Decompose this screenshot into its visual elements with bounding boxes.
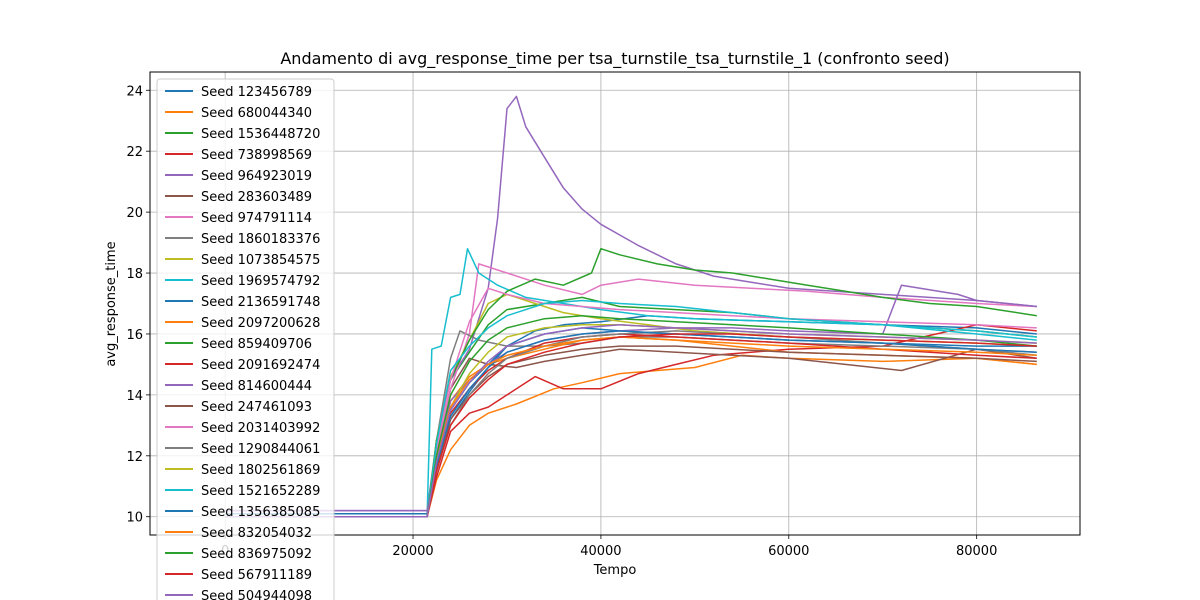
x-tick-label: 40000 xyxy=(580,544,621,559)
legend-entry-label: Seed 832054032 xyxy=(201,526,312,541)
series-line-24 xyxy=(225,324,1037,518)
x-tick-label: 20000 xyxy=(392,544,433,559)
axis-ticks: 0200004000060000800001012141618202224 xyxy=(126,84,997,559)
legend-entry-label: Seed 974791114 xyxy=(201,211,312,226)
y-tick-label: 14 xyxy=(126,389,143,404)
legend-entry-label: Seed 2097200628 xyxy=(201,316,320,331)
x-axis-label: Tempo xyxy=(593,563,637,578)
y-tick-label: 10 xyxy=(126,511,143,526)
legend-entry-label: Seed 1969574792 xyxy=(201,274,320,289)
legend-entry-label: Seed 283603489 xyxy=(201,190,312,205)
legend-entry-label: Seed 1073854575 xyxy=(201,253,320,268)
y-tick-label: 12 xyxy=(126,450,143,465)
plot-area-frame xyxy=(149,71,1081,536)
legend-entry-label: Seed 738998569 xyxy=(201,148,312,163)
y-tick-label: 16 xyxy=(126,328,143,343)
y-tick-label: 20 xyxy=(126,206,143,221)
series-line-16 xyxy=(225,287,1037,518)
y-tick-label: 22 xyxy=(126,145,143,160)
series-line-3 xyxy=(225,324,1037,518)
series-line-6 xyxy=(225,263,1037,518)
legend-entry-label: Seed 1290844061 xyxy=(201,442,320,457)
legend-entry-label: Seed 1802561869 xyxy=(201,463,320,478)
legend-entry-label: Seed 2136591748 xyxy=(201,295,320,310)
legend-entry-label: Seed 504944098 xyxy=(201,589,312,600)
legend-entry-label: Seed 814600444 xyxy=(201,379,312,394)
series-line-22 xyxy=(225,314,1037,518)
legend-entry-label: Seed 567911189 xyxy=(201,568,312,583)
legend-entry-label: Seed 680044340 xyxy=(201,106,312,121)
legend-entry-label: Seed 836975092 xyxy=(201,547,312,562)
legend-box xyxy=(156,78,335,600)
chart-title: Andamento di avg_response_time per tsa_t… xyxy=(280,49,949,69)
series-line-21 xyxy=(225,336,1037,518)
y-tick-label: 18 xyxy=(126,267,143,282)
series-line-19 xyxy=(225,299,1037,518)
legend-entry-label: Seed 964923019 xyxy=(201,169,312,184)
legend: Seed 123456789 Seed 680044340 Seed 1536448… xyxy=(156,78,335,600)
series-line-23 xyxy=(225,333,1037,518)
series-line-12 xyxy=(225,247,1037,518)
legend-entry-label: Seed 859409706 xyxy=(201,337,312,352)
series-line-1 xyxy=(225,354,1037,518)
legend-entry-label: Seed 1356385085 xyxy=(201,505,320,520)
series-line-4 xyxy=(225,95,1037,512)
legend-entry-label: Seed 1860183376 xyxy=(201,232,320,247)
legend-entry-label: Seed 1521652289 xyxy=(201,484,320,499)
series-line-9 xyxy=(225,247,1037,518)
y-axis-label: avg_response_time xyxy=(104,241,119,366)
legend-entry-label: Seed 1536448720 xyxy=(201,127,320,142)
series-line-15 xyxy=(225,345,1037,518)
series-line-20 xyxy=(225,330,1037,518)
x-tick-label: 80000 xyxy=(956,544,997,559)
legend-entry-label: Seed 2091692474 xyxy=(201,358,320,373)
x-tick-label: 60000 xyxy=(768,544,809,559)
legend-entry-label: Seed 2031403992 xyxy=(201,421,320,436)
legend-entry-label: Seed 123456789 xyxy=(201,85,312,100)
y-tick-label: 24 xyxy=(126,84,143,99)
series-lines xyxy=(225,95,1037,518)
legend-entry-label: Seed 247461093 xyxy=(201,400,312,415)
